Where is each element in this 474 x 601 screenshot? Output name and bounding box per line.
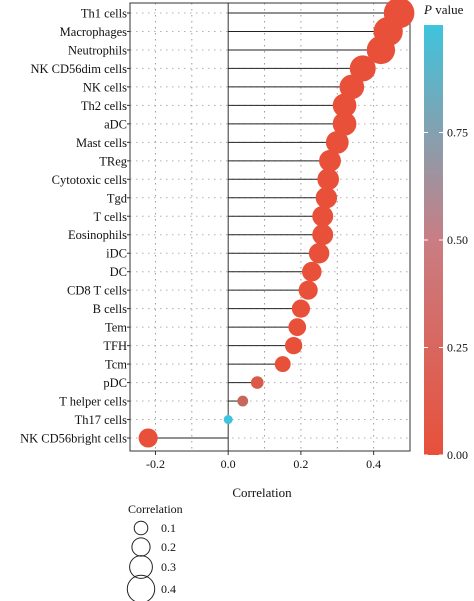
- data-point: [319, 149, 341, 172]
- y-tick-label: Tcm: [105, 358, 127, 372]
- y-tick-label: Mast cells: [76, 136, 127, 150]
- data-point: [288, 318, 307, 337]
- y-tick-labels: Th1 cells Macrophages Neutrophils NK CD56di…: [20, 7, 130, 446]
- y-tick-label: Macrophages: [60, 25, 127, 39]
- y-tick-label: CD8 T cells: [67, 284, 127, 298]
- y-tick-label: Th2 cells: [81, 99, 127, 113]
- data-point: [291, 299, 311, 318]
- data-point: [312, 205, 334, 227]
- y-tick-label: B cells: [93, 302, 128, 316]
- y-tick-label: Th1 cells: [81, 7, 127, 21]
- color-tick-label: 0.75: [447, 126, 468, 140]
- y-tick-label: Tgd: [107, 191, 128, 205]
- y-tick-label: DC: [110, 265, 127, 279]
- data-point: [308, 242, 330, 264]
- y-tick-label: TReg: [99, 154, 128, 168]
- data-point: [138, 428, 158, 448]
- data-point: [349, 55, 376, 82]
- data-point: [284, 336, 303, 355]
- x-tick-label: 0.0: [221, 457, 236, 471]
- data-point: [302, 261, 322, 282]
- data-point: [312, 224, 334, 246]
- color-legend-title: P value: [423, 2, 464, 17]
- size-legend-circle: [133, 520, 149, 536]
- stems-layer: [148, 12, 400, 439]
- y-tick-label: iDC: [106, 247, 127, 261]
- plot-frame: [129, 2, 411, 452]
- y-tick-label: aDC: [104, 117, 127, 131]
- data-point: [325, 130, 349, 154]
- y-tick-label: T cells: [94, 210, 128, 224]
- y-tick-label: NK CD56dim cells: [30, 62, 127, 76]
- y-tick-label: Cytotoxic cells: [52, 173, 127, 187]
- size-legend-title: Correlation: [128, 502, 183, 516]
- size-legend-label: 0.4: [161, 582, 176, 596]
- x-axis-title: Correlation: [232, 485, 292, 500]
- color-tick-label: 0.50: [447, 233, 468, 247]
- y-tick-label: Th17 cells: [75, 413, 128, 427]
- data-point: [223, 415, 233, 425]
- y-tick-label: pDC: [103, 376, 127, 390]
- data-point: [332, 93, 357, 118]
- data-point: [317, 168, 340, 191]
- x-tick-label: 0.4: [366, 457, 381, 471]
- size-legend-label: 0.1: [161, 521, 176, 535]
- data-point: [274, 356, 291, 373]
- x-tick-label: -0.2: [146, 457, 165, 471]
- color-bar-ticks: 0.00 0.25 0.50 0.75: [424, 126, 468, 462]
- y-tick-label: Neutrophils: [68, 43, 127, 57]
- p-value-color-bar: [424, 25, 443, 455]
- size-legend-circle: [126, 574, 156, 601]
- points-layer: [138, 0, 415, 448]
- data-point: [237, 395, 249, 407]
- y-tick-label: Tem: [105, 321, 127, 335]
- y-tick-label: NK CD56bright cells: [20, 432, 127, 446]
- color-tick-label: 0.25: [447, 341, 468, 355]
- x-axis: -0.2 0.0 0.2 0.4: [146, 451, 381, 471]
- data-point: [332, 112, 357, 136]
- y-tick-label: NK cells: [83, 80, 127, 94]
- y-tick-label: Eosinophils: [68, 228, 127, 242]
- size-legend-label: 0.3: [161, 560, 176, 574]
- data-point: [315, 187, 338, 209]
- data-point: [339, 74, 365, 100]
- y-tick-label: T helper cells: [59, 395, 127, 409]
- grid-layer: [130, 3, 410, 451]
- data-point: [298, 280, 318, 300]
- y-tick-label: TFH: [103, 339, 127, 353]
- x-tick-label: 0.2: [293, 457, 308, 471]
- size-legend-circle: [131, 537, 151, 557]
- size-legend-label: 0.2: [161, 540, 176, 554]
- data-point: [250, 376, 264, 389]
- size-legend-circle: [129, 555, 153, 579]
- size-legend: 0.1 0.2 0.3 0.4: [126, 520, 176, 601]
- data-point: [366, 35, 396, 65]
- color-tick-label: 0.00: [447, 448, 468, 462]
